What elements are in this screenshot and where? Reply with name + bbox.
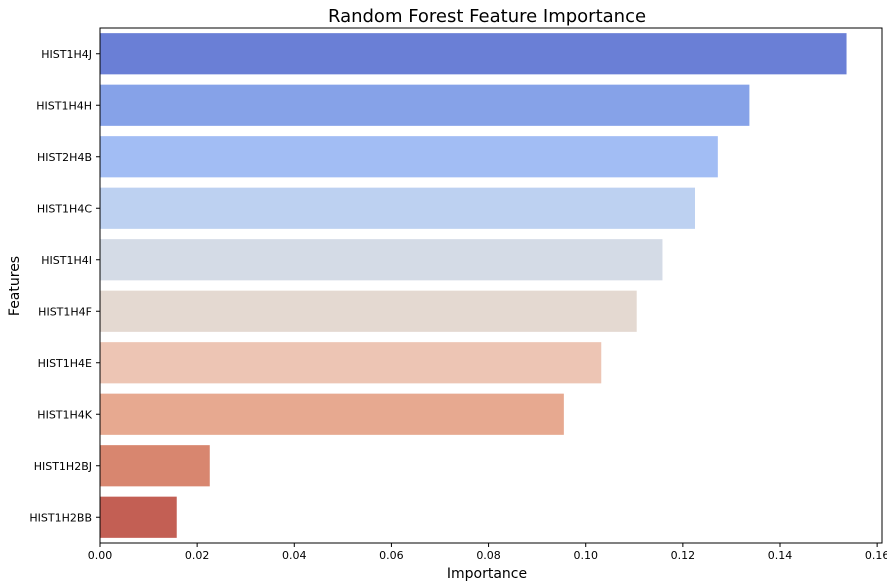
y-tick-label: HIST1H2BJ xyxy=(34,460,92,473)
bar-hist1h4h xyxy=(100,84,750,126)
x-tick-label: 0.00 xyxy=(88,549,113,562)
chart-title: Random Forest Feature Importance xyxy=(328,6,646,27)
x-ticks-group: 0.00 0.02 0.04 0.06 0.08 0.10 0.12 0.14 0.16 xyxy=(88,543,887,562)
x-tick-label: 0.08 xyxy=(476,549,501,562)
x-tick-label: 0.14 xyxy=(768,549,793,562)
bar-hist2h4b xyxy=(100,136,718,178)
bar-hist1h2bj xyxy=(100,445,210,487)
bar-hist1h2bb xyxy=(100,496,177,538)
x-tick-label: 0.16 xyxy=(865,549,887,562)
x-tick-label: 0.12 xyxy=(671,549,696,562)
y-tick-label: HIST1H4F xyxy=(38,305,92,318)
y-tick-label: HIST1H4J xyxy=(41,48,92,61)
x-axis-label: Importance xyxy=(447,566,527,582)
x-tick-label: 0.04 xyxy=(282,549,307,562)
y-tick-label: HIST2H4B xyxy=(37,151,92,164)
x-tick-label: 0.06 xyxy=(379,549,404,562)
bar-hist1h4f xyxy=(100,290,637,332)
bar-hist1h4e xyxy=(100,342,602,384)
bar-hist1h4j xyxy=(100,33,847,75)
x-tick-label: 0.02 xyxy=(185,549,210,562)
bar-hist1h4k xyxy=(100,393,564,435)
y-tick-label: HIST1H2BB xyxy=(29,511,92,524)
bars-group xyxy=(100,33,847,538)
y-axis-label: Features xyxy=(7,256,23,316)
y-tick-label: HIST1H4E xyxy=(38,357,92,370)
bar-hist1h4i xyxy=(100,239,663,281)
y-tick-label: HIST1H4I xyxy=(41,254,92,267)
x-tick-label: 0.10 xyxy=(573,549,598,562)
y-ticks-group: HIST1H4J HIST1H4H HIST2H4B HIST1H4C HIST1H4I… xyxy=(29,48,100,524)
bar-hist1h4c xyxy=(100,187,695,229)
y-tick-label: HIST1H4C xyxy=(37,202,92,215)
y-tick-label: HIST1H4H xyxy=(36,99,92,112)
y-tick-label: HIST1H4K xyxy=(37,408,92,421)
plot-frame xyxy=(99,27,883,544)
